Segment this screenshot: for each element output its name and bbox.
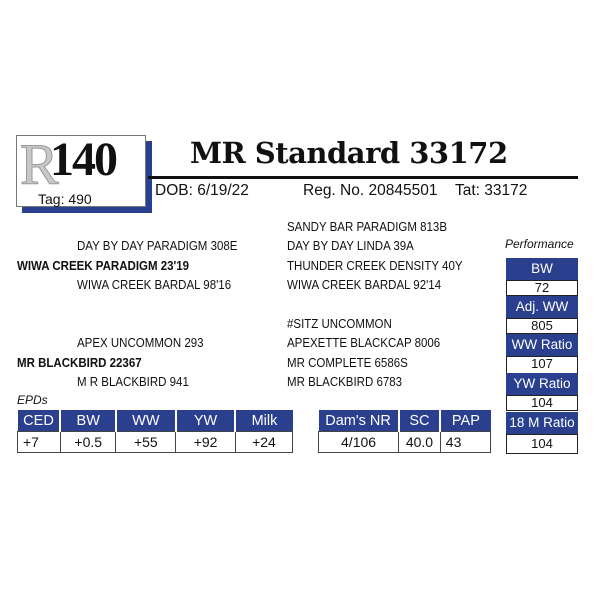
perf-value-yw-ratio: 104 [506,395,578,411]
epd-value-ww: +55 [115,431,177,453]
epd-value-bw: +0.5 [59,431,117,453]
epd-value-yw: +92 [175,431,236,453]
perf-value-bw: 72 [506,280,578,296]
pedigree-dds: MR COMPLETE 6586S [287,356,408,370]
dam-stats-table: Dam's NR SC PAP 4/106 40.0 43 [317,410,492,453]
epds-label: EPDs [17,393,48,407]
perf-header-yw-ratio: YW Ratio [506,373,578,395]
pedigree-ddd: MR BLACKBIRD 6783 [287,375,403,389]
value-pap: 43 [439,431,492,453]
reg-number: Reg. No. 20845501 [303,182,438,199]
pedigree-dsd: APEXETTE BLACKCAP 8006 [287,336,441,350]
pedigree-sire-sire: DAY BY DAY PARADIGM 308E [77,239,238,253]
lot-box [16,135,146,207]
header-dams-nr: Dam's NR [318,410,400,432]
epd-header-bw: BW [60,410,117,432]
pedigree-sire-dam: WIWA CREEK BARDAL 98'16 [77,278,232,292]
tag-number: Tag: 490 [38,191,92,207]
divider [148,176,578,179]
perf-header-adj-ww: Adj. WW [506,296,578,318]
value-sc: 40.0 [398,431,441,453]
perf-value-ww-ratio: 107 [506,356,578,374]
ranch-logo: R [20,132,60,197]
animal-name: MR Standard 33172 [190,136,508,170]
perf-value-adj-ww: 805 [506,318,578,334]
pedigree-dam: MR BLACKBIRD 22367 [17,356,142,370]
pedigree-dss: #SITZ UNCOMMON [287,317,392,331]
value-dams-nr: 4/106 [317,431,400,453]
pedigree-sire: WIWA CREEK PARADIGM 23'19 [17,259,190,273]
pedigree-dam-dam: M R BLACKBIRD 941 [77,375,189,389]
pedigree-sds: THUNDER CREEK DENSITY 40Y [287,259,463,273]
epd-header-ced: CED [17,410,62,432]
lot-number: 140 [50,133,118,186]
epd-table: CED BW WW YW Milk +7 +0.5 +55 +92 +24 [17,410,294,453]
epd-header-ww: WW [115,410,177,432]
performance-label: Performance [505,237,574,251]
pedigree-sss: SANDY BAR PARADIGM 813B [287,220,447,234]
epd-header-milk: Milk [235,410,293,432]
epd-header-yw: YW [175,410,237,432]
epd-value-ced: +7 [17,431,61,453]
tattoo: Tat: 33172 [455,182,528,199]
pedigree-dam-sire: APEX UNCOMMON 293 [77,336,204,350]
perf-header-ww-ratio: WW Ratio [506,334,578,356]
pedigree-ssd: DAY BY DAY LINDA 39A [287,239,414,253]
perf-value-18m-ratio: 104 [506,434,578,454]
dob: DOB: 6/19/22 [155,182,249,199]
header-pap: PAP [440,410,491,432]
header-sc: SC [398,410,442,432]
pedigree-sdd: WIWA CREEK BARDAL 92'14 [287,278,442,292]
perf-header-bw: BW [506,258,578,280]
epd-value-milk: +24 [234,431,294,453]
perf-header-18m-ratio: 18 M Ratio [506,412,578,434]
